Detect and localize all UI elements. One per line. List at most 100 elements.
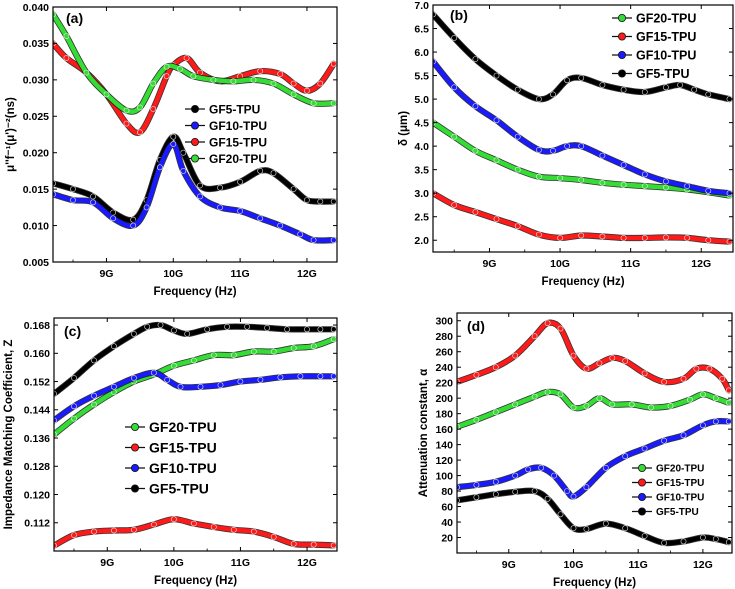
data-point [103,91,110,98]
data-point [451,35,458,41]
y-tick-label: 60 [441,501,453,513]
plot-frame [432,4,734,253]
data-point [150,521,157,528]
panel-label: (b) [450,7,468,23]
data-point [290,91,297,98]
x-tick-label: 9G [482,258,496,270]
y-tick-label: 140 [435,439,453,451]
legend: GF20-TPU GF15-TPU GF10-TPU GF5-TPU [632,464,704,518]
series-gf15-tpu [457,319,732,394]
series-gf5-tpu [457,487,732,547]
y-tick-label: 0.144 [24,405,50,417]
data-point [190,520,197,527]
series-gf20-tpu [54,336,337,438]
legend-label: GF10-TPU [656,493,704,504]
data-point [712,395,719,402]
x-tick-label: 11G [230,268,249,280]
data-point [628,401,635,408]
data-point [583,402,590,409]
x-axis-title: Frequency (Hz) [553,577,636,589]
legend-label: GF10-TPU [209,119,267,133]
data-point [317,80,324,87]
data-point [310,100,317,107]
data-point [163,63,170,70]
legend-label: GF15-TPU [656,478,704,489]
data-point [473,416,480,423]
data-point [297,231,304,238]
data-point [472,103,479,110]
data-point [620,234,627,241]
series-line-outline [433,58,733,197]
data-point [136,129,143,136]
chart-panel-2: 9G 10G 11G 12G 2.0 2.5 3.0 3.5 4.0 4.5 5.0 5.5 6.0 6.… [398,0,734,288]
data-point [230,78,237,85]
y-tick-label: 0.040 [23,2,49,14]
data-point [706,365,713,372]
data-point [170,133,177,140]
series-line [457,389,732,430]
data-point [684,234,690,241]
legend-label: GF5-TPU [209,102,260,116]
y-tick-label: 0.136 [24,433,50,445]
data-point [70,186,76,192]
data-point [71,375,77,381]
data-point [317,373,324,380]
data-point [691,86,698,93]
legend-marker [130,484,139,493]
data-point [250,528,257,535]
data-point [622,453,629,460]
data-point [290,80,297,87]
legend-marker [190,121,199,130]
x-tick-label: 12G [691,258,711,270]
data-point [197,383,204,390]
data-point [217,204,223,211]
y-tick-label: 0.168 [24,320,50,332]
legend-marker [638,463,647,472]
data-point [180,167,187,174]
data-point [170,516,177,523]
legend: GF20-TPU GF15-TPU GF10-TPU GF5-TPU [125,419,217,497]
series-line [53,41,336,136]
data-point [183,55,190,61]
series-gf10-tpu [54,369,337,424]
data-point [91,528,97,535]
y-tick-label: 0.120 [24,489,50,501]
legend-label: GF10-TPU [636,49,696,63]
data-point [641,445,648,452]
series-line-outline [457,319,732,394]
data-point [190,357,197,364]
legend-label: GF10-TPU [149,460,217,476]
data-point [317,326,324,333]
data-point [123,107,130,114]
x-tick-label: 10G [164,557,184,569]
data-point [557,175,563,181]
data-point [111,383,117,390]
chart-panel-1: 9G 10G 11G 12G 0.005 0.010 0.015 0.020 0.025 0.03… [5,2,338,298]
data-point [90,193,96,200]
data-point [83,69,90,76]
data-point [150,106,157,112]
data-point [257,376,264,383]
y-axis-title: δ (μm) [398,111,410,146]
data-point [725,418,732,425]
data-point [330,100,337,107]
data-point [570,404,577,411]
data-point [596,395,603,402]
data-point [472,147,479,154]
legend-marker [130,463,139,472]
y-tick-label: 0.020 [23,148,49,160]
data-point [622,525,629,532]
data-point [680,538,687,545]
data-point [237,208,243,214]
y-tick-label: 300 [435,316,453,328]
data-point [180,149,187,156]
data-point [663,178,669,185]
data-point [330,373,337,380]
data-point [170,327,177,334]
legend-marker [190,105,199,114]
data-point [91,357,97,364]
x-tick-label: 11G [621,258,640,270]
data-point [457,423,460,430]
legend-marker [618,69,627,78]
